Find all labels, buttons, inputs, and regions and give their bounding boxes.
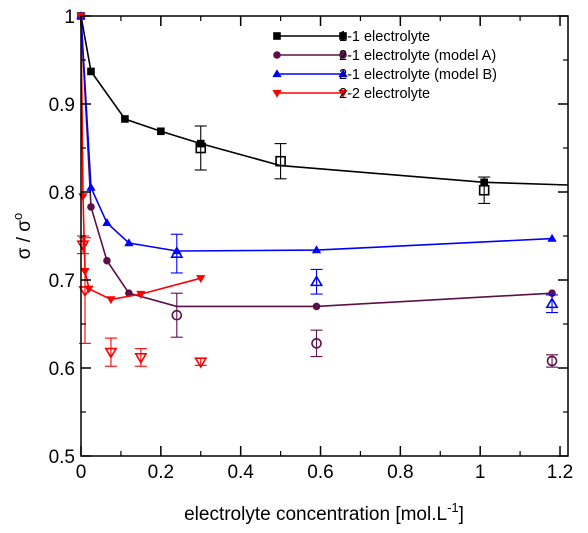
legend-marker (272, 89, 282, 98)
open-data-point (546, 355, 558, 367)
x-tick-label: 0.6 (307, 462, 333, 483)
x-axis-label-main: electrolyte concentration [mol.L (184, 504, 447, 525)
legend-marker (273, 51, 281, 59)
data-point (196, 275, 206, 284)
y-tick-label: 0.6 (49, 359, 75, 380)
y-tick-label: 0.7 (49, 271, 75, 292)
legend-label: 2-1 electrolyte (model B) (339, 67, 497, 83)
open-data-point (170, 246, 184, 259)
x-axis-label-superscript: -1 (447, 500, 459, 515)
legend-entry: 2-1 electrolyte (model A) (273, 48, 496, 64)
data-point (157, 127, 165, 136)
data-point (121, 115, 129, 123)
y-axis-label-superscript: o (10, 213, 25, 220)
open-data-point (171, 309, 183, 321)
open-data-point (195, 142, 207, 154)
data-point (102, 218, 112, 226)
legend-marker (273, 32, 281, 40)
axis-ticks: 0 0.2 0.4 0.6 0.8 1 1.2 0.5 0.6 0.7 0.8 0.9 1 (49, 7, 574, 483)
open-data-point (104, 347, 118, 359)
data-point (87, 67, 95, 76)
data-point (311, 245, 322, 254)
data-point (547, 233, 557, 242)
open-data-point (275, 155, 286, 167)
legend: 1-1 electrolyte 2-1 electrolyte (model A)… (272, 29, 497, 102)
x-axis-label: electrolyte concentration [mol.L-1] (184, 500, 464, 525)
y-tick-label: 0.8 (49, 183, 75, 204)
x-tick-label: 0 (76, 462, 87, 483)
data-point (136, 290, 146, 299)
open-data-point (134, 353, 148, 365)
x-tick-label: 0.4 (227, 462, 254, 483)
data-point (86, 182, 96, 191)
series-0 (77, 12, 569, 204)
legend-entry: 1-1 electrolyte (273, 29, 430, 45)
open-data-point (311, 338, 322, 349)
data-point (124, 238, 134, 247)
legend-marker (339, 32, 347, 40)
open-data-point (194, 357, 208, 369)
open-data-point (478, 184, 490, 196)
y-tick-label: 0.5 (49, 447, 75, 468)
open-data-point (545, 297, 559, 309)
plot-content (76, 11, 569, 369)
x-tick-label: 0.2 (148, 462, 174, 483)
y-axis-label: σ / σo (10, 213, 35, 260)
data-point (106, 296, 116, 305)
data-point (312, 302, 321, 311)
y-tick-label: 1 (64, 7, 75, 28)
legend-entry: 2-1 electrolyte (model B) (272, 67, 497, 83)
legend-marker (272, 69, 282, 78)
y-axis-label-main: σ / σ (14, 220, 35, 260)
legend-marker (338, 69, 348, 78)
legend-entry: 2-2 electrolyte (272, 86, 430, 102)
series-2 (76, 11, 559, 314)
x-tick-label: 0.8 (387, 462, 413, 483)
x-axis-label-suffix: ] (459, 504, 464, 525)
y-tick-label: 0.9 (49, 95, 75, 116)
data-point (103, 256, 111, 265)
x-tick-label: 1.2 (547, 462, 573, 483)
legend-marker (339, 51, 347, 59)
legend-label: 2-2 electrolyte (339, 86, 430, 102)
legend-label: 2-1 electrolyte (model A) (339, 48, 496, 64)
legend-marker (338, 89, 348, 98)
open-data-point (78, 286, 92, 298)
open-data-point (309, 275, 324, 287)
x-tick-label: 1 (475, 462, 486, 483)
series-line (80, 15, 569, 186)
legend-label: 1-1 electrolyte (339, 29, 430, 45)
series-1 (77, 12, 559, 368)
data-point (87, 203, 95, 211)
